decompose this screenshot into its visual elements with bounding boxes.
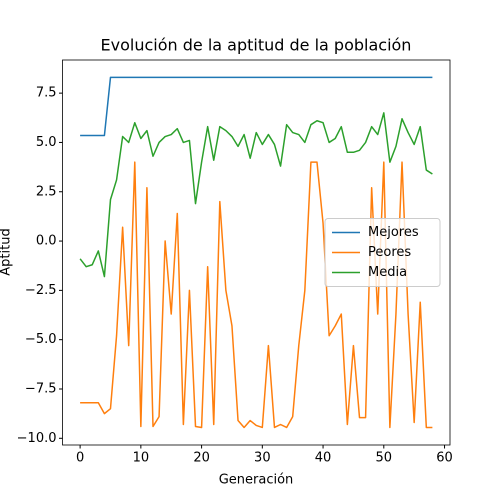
series-line <box>80 161 433 429</box>
x-tick-label: 60 <box>436 451 453 466</box>
series-line <box>80 76 433 137</box>
legend-label: Media <box>368 265 407 280</box>
x-tick-label: 50 <box>376 451 393 466</box>
series-line <box>79 112 433 278</box>
y-tick-label: −2.5 <box>25 283 57 298</box>
legend-box <box>324 218 441 287</box>
y-tick-label: −7.5 <box>25 381 57 396</box>
y-tick-label: 5.0 <box>36 135 57 150</box>
plot-frame <box>62 59 451 446</box>
chart-title: Evolución de la aptitud de la población <box>101 36 412 55</box>
x-tick-label: 20 <box>193 451 210 466</box>
x-tick-label: 10 <box>133 451 150 466</box>
y-tick-label: −5.0 <box>25 332 57 347</box>
x-axis-label: Generación <box>219 473 294 488</box>
y-axis-label: Aptitud <box>0 228 14 275</box>
x-tick-label: 0 <box>76 451 84 466</box>
x-tick-label: 40 <box>315 451 332 466</box>
y-tick-label: 7.5 <box>36 86 57 101</box>
y-tick-label: −10.0 <box>17 431 57 446</box>
y-tick-label: 0.0 <box>36 234 57 249</box>
y-tick-label: 2.5 <box>36 184 57 199</box>
legend-label: Peores <box>368 245 411 260</box>
legend-label: Mejores <box>368 225 419 240</box>
x-tick-label: 30 <box>254 451 271 466</box>
